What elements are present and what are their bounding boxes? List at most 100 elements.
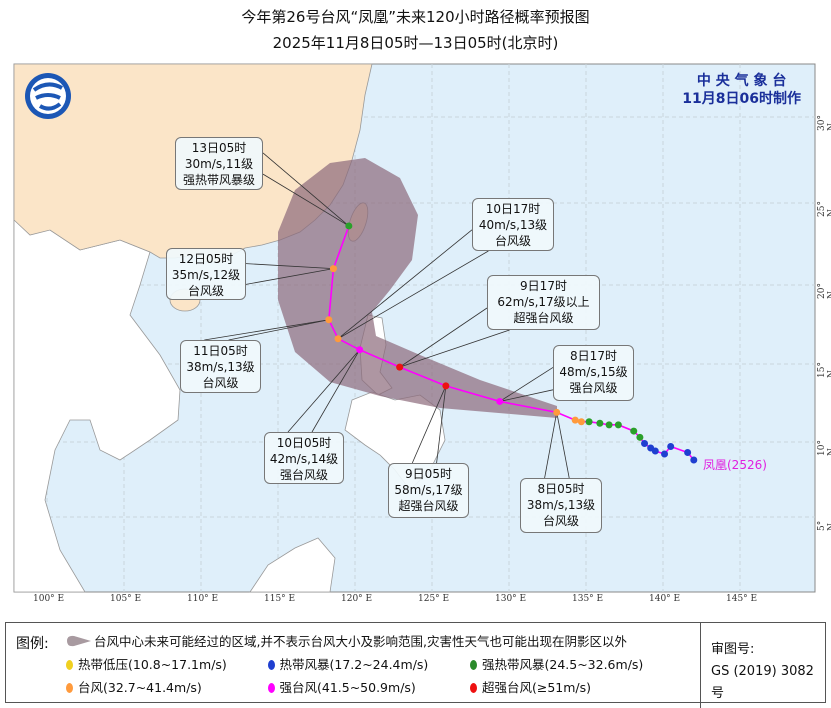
leader-line <box>499 367 554 402</box>
forecast-level: 超强台风级 <box>513 311 574 325</box>
lon-tick-label: 130° E <box>495 594 527 604</box>
agency-block: 中 央 气 象 台 11月8日06时制作 <box>682 72 801 108</box>
past-track-point <box>585 418 593 426</box>
lon-tick-label: 120° E <box>341 594 373 604</box>
label-leader-lines <box>204 152 570 479</box>
forecast-level: 强热带风暴级 <box>182 173 255 187</box>
lat-tick-label: 15° N <box>817 362 831 378</box>
forecast-wind: 48m/s,15级 <box>559 365 628 379</box>
forecast-level: 超强台风级 <box>398 499 459 513</box>
leader-line <box>399 307 488 368</box>
legend-item: 台风(32.7~41.4m/s) <box>66 677 202 696</box>
cma-logo <box>25 73 71 119</box>
leader-line <box>245 268 334 285</box>
legend-item: 超强台风(≥51m/s) <box>470 677 591 696</box>
leader-line <box>499 389 554 402</box>
typhoon-symbol-icon <box>267 660 275 670</box>
forecast-point[interactable] <box>356 346 364 354</box>
forecast-level: 台风级 <box>202 376 239 390</box>
lon-tick-label: 135° E <box>572 594 604 604</box>
lat-tick-label: 20° N <box>817 283 831 299</box>
forecast-time: 9日17时 <box>520 279 567 293</box>
forecast-label: 10日17时 40m/s,13级 台风级 <box>472 198 554 251</box>
typhoon-symbol-icon <box>267 683 275 693</box>
leader-line <box>399 329 510 368</box>
legend-item-label: 热带低压(10.8~17.1m/s) <box>78 657 227 672</box>
forecast-level: 台风级 <box>494 234 531 248</box>
forecast-level: 强台风级 <box>279 468 328 482</box>
forecast-label: 12日05时 35m/s,12级 台风级 <box>166 248 246 300</box>
past-track-point <box>596 419 604 427</box>
past-track-point <box>690 456 698 464</box>
forecast-time: 8日17时 <box>570 349 617 363</box>
past-track-point <box>651 447 659 455</box>
approval-block: 审图号: GS (2019) 3082号 <box>700 623 825 708</box>
approval-number: GS (2019) 3082号 <box>711 664 814 701</box>
legend-item-label: 超强台风(≥51m/s) <box>482 680 592 695</box>
leader-line <box>262 173 350 227</box>
forecast-wind: 38m/s,13级 <box>526 498 596 512</box>
past-track-point <box>614 421 622 429</box>
typhoon-symbol-icon <box>470 660 477 670</box>
forecast-wind: 42m/s,14级 <box>269 452 339 466</box>
forecast-point[interactable] <box>329 265 337 273</box>
approval-label: 审图号: <box>711 642 755 657</box>
legend-item-label: 强台风(41.5~50.9m/s) <box>279 680 416 695</box>
legend-item-label: 台风(32.7~41.4m/s) <box>78 680 202 695</box>
forecast-label: 13日05时 30m/s,11级 强热带风暴级 <box>175 137 263 190</box>
page-subtitle: 2025年11月8日05时—13日05时(北京时) <box>272 34 559 52</box>
lon-tick-label: 100° E <box>33 594 65 604</box>
past-track-point <box>641 440 649 447</box>
forecast-wind: 58m/s,17级 <box>394 483 463 497</box>
lon-tick-label: 140° E <box>649 594 681 604</box>
forecast-point[interactable] <box>345 222 353 230</box>
forecast-time: 11日05时 <box>193 344 248 358</box>
forecast-point[interactable] <box>496 397 504 405</box>
forecast-point[interactable] <box>396 363 404 371</box>
lon-tick-label: 110° E <box>187 594 219 604</box>
past-track-point <box>605 421 613 429</box>
lat-tick-label: 5° N <box>817 520 831 531</box>
past-track-point <box>571 416 579 424</box>
cone-swatch-icon <box>67 635 91 647</box>
leader-line <box>337 229 473 340</box>
legend-cone-text: 台风中心未来可能经过的区域,并不表示台风大小及影响范围,灾害性天气也可能出现在阴… <box>94 634 627 649</box>
forecast-point[interactable] <box>553 408 561 416</box>
legend-item-label: 热带风暴(17.2~24.4m/s) <box>279 657 429 672</box>
lat-tick-label: 25° N <box>817 201 831 217</box>
forecast-wind: 62m/s,17级以上 <box>497 295 590 309</box>
leader-line <box>228 319 329 341</box>
leader-line <box>544 412 558 479</box>
past-track-point <box>684 449 692 456</box>
leader-line <box>311 349 360 433</box>
forecast-label: 9日05时 58m/s,17级 超强台风级 <box>388 463 469 518</box>
forecast-wind: 38m/s,13级 <box>186 360 255 374</box>
leader-line <box>436 385 447 464</box>
forecast-wind: 35m/s,12级 <box>171 268 241 282</box>
forecast-point[interactable] <box>334 335 342 343</box>
land-borneo <box>249 537 336 593</box>
forecast-label: 8日17时 48m/s,15级 强台风级 <box>553 345 634 401</box>
page-title: 今年第26号台风“凤凰”未来120小时路径概率预报图 <box>241 8 590 26</box>
forecast-time: 9日05时 <box>405 467 452 481</box>
forecast-time: 13日05时 <box>191 141 247 155</box>
legend-item-label: 强热带风暴(24.5~32.6m/s) <box>482 657 644 672</box>
forecast-time: 10日17时 <box>485 202 541 216</box>
leader-line <box>204 319 329 341</box>
forecast-wind: 30m/s,11级 <box>184 157 254 171</box>
past-track-point <box>667 443 675 450</box>
forecast-point[interactable] <box>442 382 450 390</box>
leader-line <box>287 349 360 433</box>
legend: 图例: 台风中心未来可能经过的区域,并不表示台风大小及影响范围,灾害性天气也可能… <box>5 622 826 708</box>
past-track-point <box>636 433 644 441</box>
leader-line <box>556 412 570 479</box>
forecast-label: 8日05时 38m/s,13级 台风级 <box>520 478 602 533</box>
forecast-level: 强台风级 <box>569 381 618 395</box>
forecast-time: 8日05时 <box>537 482 585 496</box>
past-track-point <box>661 450 669 458</box>
legend-item: 热带风暴(17.2~24.4m/s) <box>267 654 429 673</box>
forecast-point[interactable] <box>325 316 333 324</box>
leader-line <box>411 385 447 464</box>
lon-tick-label: 145° E <box>726 594 758 604</box>
